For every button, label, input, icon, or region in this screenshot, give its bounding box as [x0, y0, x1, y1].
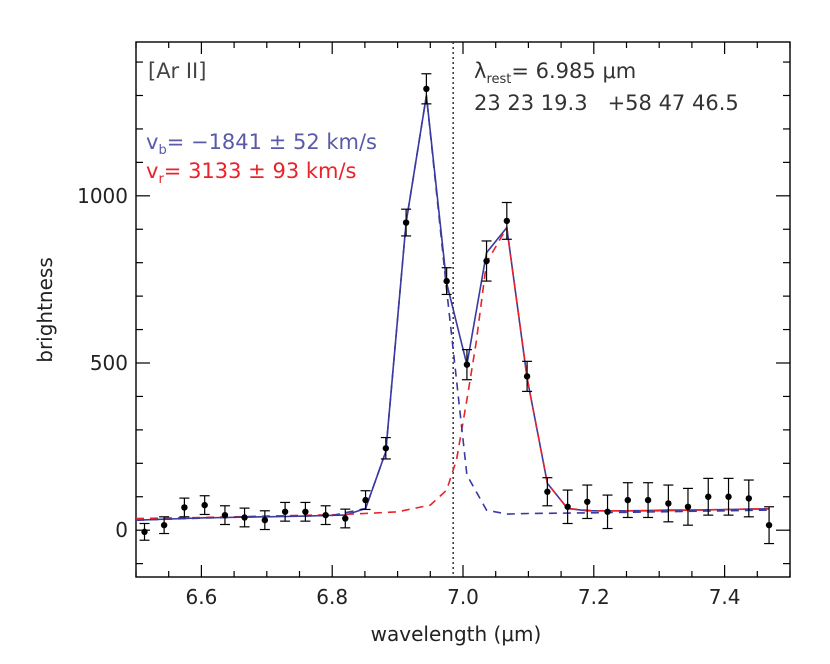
data-point [544, 488, 551, 495]
data-point [523, 373, 531, 380]
data-point [644, 496, 652, 504]
x-tick-label: 7.2 [578, 585, 610, 609]
data-point [483, 257, 490, 265]
data-point [141, 528, 148, 536]
data-point [181, 504, 188, 511]
data-point [443, 277, 450, 285]
data-point [281, 508, 289, 515]
vr-sub: r [158, 172, 164, 187]
plot-frame [135, 41, 791, 578]
data-point [302, 508, 309, 515]
axis-ticks [135, 42, 791, 577]
data-point [503, 217, 511, 225]
data-point [745, 495, 752, 502]
blue-velocity-label: vb= −1841 ± 52 km/s [146, 130, 377, 158]
x-tick-label: 7.4 [709, 585, 741, 609]
y-tick-label: 0 [115, 518, 128, 542]
vb-value: = −1841 ± 52 km/s [167, 130, 377, 154]
data-point [322, 511, 329, 519]
rest-wavelength-label: λrest= 6.985 μm [474, 59, 636, 87]
data-point [160, 521, 168, 529]
data-point [624, 496, 632, 504]
y-tick-label: 500 [90, 351, 128, 375]
data-point [221, 511, 229, 519]
data-point [402, 219, 410, 226]
data-point [382, 445, 390, 452]
line-name-label: [Ar II] [148, 59, 206, 83]
vr-prefix: v [146, 159, 158, 183]
rest-lambda: λ [474, 59, 486, 83]
vb-sub: b [158, 143, 166, 158]
data-point [342, 515, 349, 522]
red-velocity-label: vr= 3133 ± 93 km/s [146, 159, 357, 187]
data-point [684, 503, 692, 510]
data-point [725, 493, 732, 500]
data-point [362, 496, 369, 504]
data-point [604, 508, 611, 515]
vb-prefix: v [146, 130, 158, 154]
data-point [201, 501, 208, 509]
coordinates-label: 23 23 19.3 +58 47 46.5 [474, 91, 739, 115]
axis-tick-labels: 6.6 6.8 7.0 7.2 7.4 0 500 1000 [77, 184, 740, 609]
data-points [139, 73, 775, 545]
y-axis-label: brightness [33, 257, 57, 363]
data-point [463, 361, 471, 368]
x-tick-label: 7.0 [447, 585, 479, 609]
data-point [261, 516, 269, 524]
y-tick-label: 1000 [77, 184, 128, 208]
data-point [423, 85, 430, 93]
data-point [765, 521, 773, 529]
x-axis-label: wavelength (μm) [371, 622, 542, 646]
data-point [705, 493, 712, 500]
rest-value: = 6.985 μm [511, 59, 636, 83]
data-point [665, 500, 672, 507]
x-tick-label: 6.8 [316, 585, 348, 609]
x-tick-label: 6.6 [185, 585, 217, 609]
vr-value: = 3133 ± 93 km/s [164, 159, 357, 183]
data-point [241, 514, 248, 521]
rest-sub: rest [486, 72, 511, 87]
data-point [564, 503, 571, 510]
data-point [584, 498, 591, 505]
